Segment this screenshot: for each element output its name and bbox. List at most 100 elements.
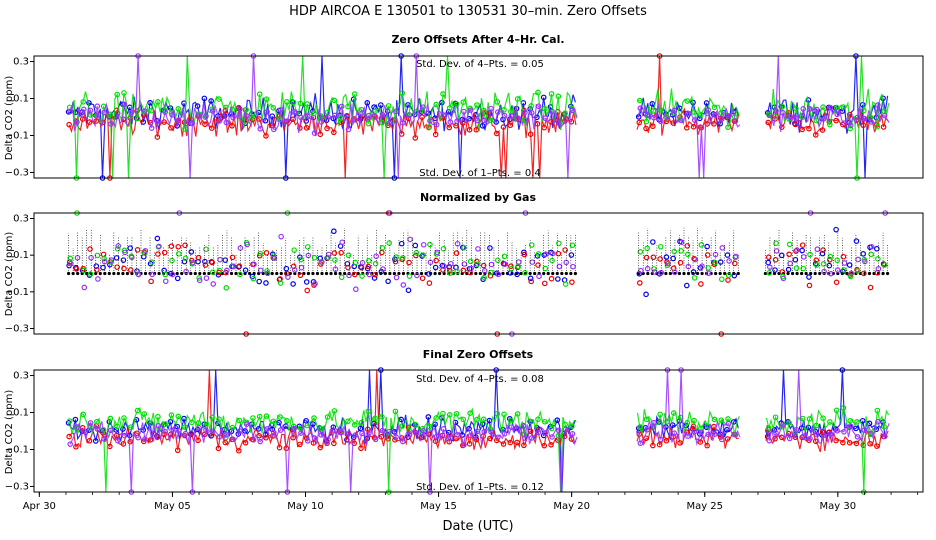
data-point-purple — [827, 431, 834, 437]
data-point-red — [379, 249, 385, 256]
data-point-purple — [440, 426, 447, 432]
data-point-purple — [868, 119, 874, 125]
data-point-purple — [529, 259, 536, 265]
data-point-red — [541, 442, 548, 449]
data-point-purple — [209, 108, 216, 114]
data-point-blue — [730, 419, 737, 425]
x-tick-label: May 05 — [154, 501, 191, 512]
data-point-red — [310, 440, 317, 446]
data-point-purple — [359, 110, 365, 116]
y-ticks: −0.3 −0.1 0.1 0.3 — [5, 57, 34, 178]
data-point-purple — [651, 114, 657, 121]
data-point-purple — [237, 428, 243, 434]
data-point-blue — [405, 287, 412, 294]
data-point-red — [541, 124, 548, 131]
data-point-red — [236, 447, 242, 454]
data-point-purple — [494, 434, 501, 441]
x-tick-label: May 10 — [287, 501, 324, 512]
data-point-purple — [562, 426, 569, 433]
data-point-green — [766, 270, 773, 276]
data-point-red — [263, 250, 270, 256]
data-point-green — [87, 271, 94, 277]
data-point-red — [521, 442, 527, 449]
data-point-purple — [657, 436, 664, 443]
data-point-red — [500, 441, 507, 447]
data-point-green — [643, 118, 650, 125]
data-point-purple — [678, 117, 684, 124]
data-point-red — [460, 267, 467, 274]
data-point-purple — [766, 112, 773, 119]
data-point-blue — [690, 269, 697, 275]
data-point-red — [345, 264, 351, 271]
data-point-purple — [861, 115, 868, 122]
data-point-green — [250, 115, 256, 121]
data-point-purple — [502, 261, 508, 267]
data-point-green — [840, 405, 847, 411]
y-tick-label: −0.3 — [5, 324, 29, 335]
y-tick-label: −0.1 — [5, 287, 29, 298]
data-point-purple — [535, 103, 542, 110]
data-point-green — [440, 91, 446, 97]
data-point-blue — [107, 261, 113, 268]
data-point-purple — [67, 441, 73, 447]
data-point-purple — [318, 119, 325, 125]
data-point-green — [182, 255, 189, 262]
data-point-red — [406, 259, 412, 266]
data-point-purple — [725, 420, 732, 427]
data-point-red — [168, 125, 174, 131]
data-point-blue — [364, 100, 371, 106]
data-point-purple — [712, 431, 718, 437]
x-tick-label: May 30 — [820, 501, 857, 512]
data-point-green — [833, 104, 840, 111]
data-point-blue — [303, 279, 310, 285]
data-point-green — [820, 104, 826, 110]
data-point-green — [725, 272, 732, 279]
note-bottom: Std. Dev. of 1–Pts. = 0.4 — [419, 168, 540, 179]
data-point-purple — [542, 115, 549, 122]
data-point-red — [174, 447, 181, 454]
data-point-red — [799, 242, 806, 248]
data-point-red — [276, 444, 283, 451]
data-point-red — [812, 132, 819, 138]
data-point-purple — [868, 430, 874, 437]
data-point-purple — [556, 263, 563, 270]
data-point-green — [332, 257, 338, 263]
data-point-red — [202, 262, 209, 268]
data-point-purple — [380, 266, 386, 272]
y-axis-label: Delta CO2 (ppm) — [4, 76, 15, 161]
data-point-red — [100, 251, 107, 258]
data-point-purple — [345, 126, 352, 133]
data-point-red — [73, 266, 80, 272]
data-point-purple — [855, 256, 861, 263]
data-point-purple — [148, 436, 155, 443]
data-point-green — [670, 410, 677, 416]
data-point-purple — [264, 270, 271, 277]
data-point-red — [378, 434, 385, 440]
data-point-purple — [467, 107, 474, 113]
data-point-blue — [487, 245, 493, 251]
data-point-green — [535, 251, 542, 257]
data-point-green — [148, 420, 154, 427]
data-point-green — [494, 99, 501, 105]
data-point-blue — [194, 103, 201, 109]
data-point-red — [487, 435, 493, 442]
x-axis: Apr 30 May 05 May 10 May 15 May 20 May 25 May … — [23, 492, 919, 512]
data-point-purple — [243, 421, 250, 428]
data-point-purple — [399, 120, 406, 126]
data-point-purple — [433, 433, 440, 440]
data-point-purple — [773, 248, 780, 254]
data-point-blue — [643, 291, 649, 298]
data-point-purple — [875, 419, 881, 425]
data-point-purple — [705, 107, 712, 113]
data-point-green — [311, 415, 317, 421]
data-point-green — [216, 96, 222, 102]
data-point-green — [392, 118, 399, 124]
data-point-purple — [332, 112, 338, 119]
data-point-blue — [859, 101, 866, 108]
data-point-green — [480, 107, 487, 114]
data-point-purple — [169, 427, 175, 433]
data-point-green — [229, 424, 236, 431]
data-point-blue — [724, 426, 730, 433]
data-point-green — [711, 104, 718, 111]
data-point-red — [819, 429, 826, 435]
